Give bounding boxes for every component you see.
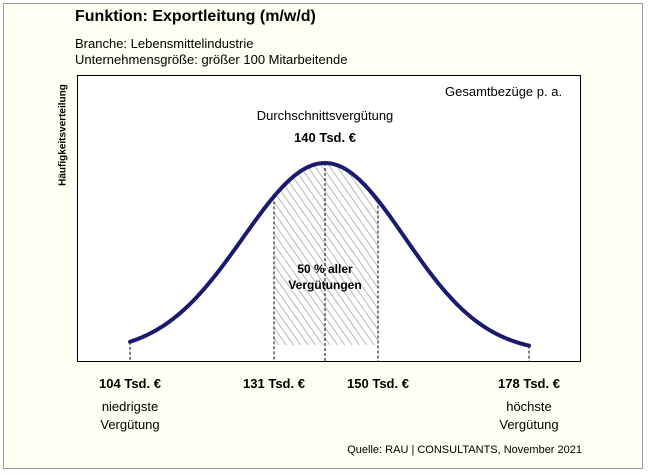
unit-label: Gesamtbezüge p. a. (445, 84, 563, 99)
distribution-curve (128, 161, 531, 348)
source-note: Quelle: RAU | CONSULTANTS, November 2021 (347, 444, 582, 456)
middle-band-label: 50 % aller Vergütungen (288, 261, 361, 293)
middle-band-area (274, 163, 378, 345)
marker-desc-min-line-2: Vergütung (100, 417, 160, 432)
marker-desc-min-line-1: niedrigste (101, 399, 159, 414)
middle-band-label-line-1: 50 % aller (297, 262, 353, 276)
marker-desc-min: niedrigste Vergütung (100, 398, 159, 434)
chart-subtitle: Branche: Lebensmittelindustrie Unternehm… (75, 36, 347, 68)
marker-label-max: 178 Tsd. € (498, 376, 560, 391)
subtitle-line-company-size: Unternehmensgröße: größer 100 Mitarbeite… (75, 52, 348, 67)
marker-label-min: 104 Tsd. € (99, 376, 161, 391)
marker-label-q3: 150 Tsd. € (347, 376, 409, 391)
subtitle-line-industry: Branche: Lebensmittelindustrie (75, 36, 254, 51)
average-label: Durchschnittsvergütung (256, 108, 394, 123)
marker-desc-max-line-2: Vergütung (499, 417, 559, 432)
marker-label-q1: 131 Tsd. € (243, 376, 305, 391)
chart-title: Funktion: Exportleitung (m/w/d) (75, 8, 316, 25)
marker-desc-max-line-1: höchste (506, 399, 552, 414)
marker-desc-max: höchste Vergütung (499, 398, 558, 434)
middle-band-label-line-2: Vergütungen (288, 278, 362, 292)
average-value-label: 140 Tsd. € (294, 130, 356, 145)
